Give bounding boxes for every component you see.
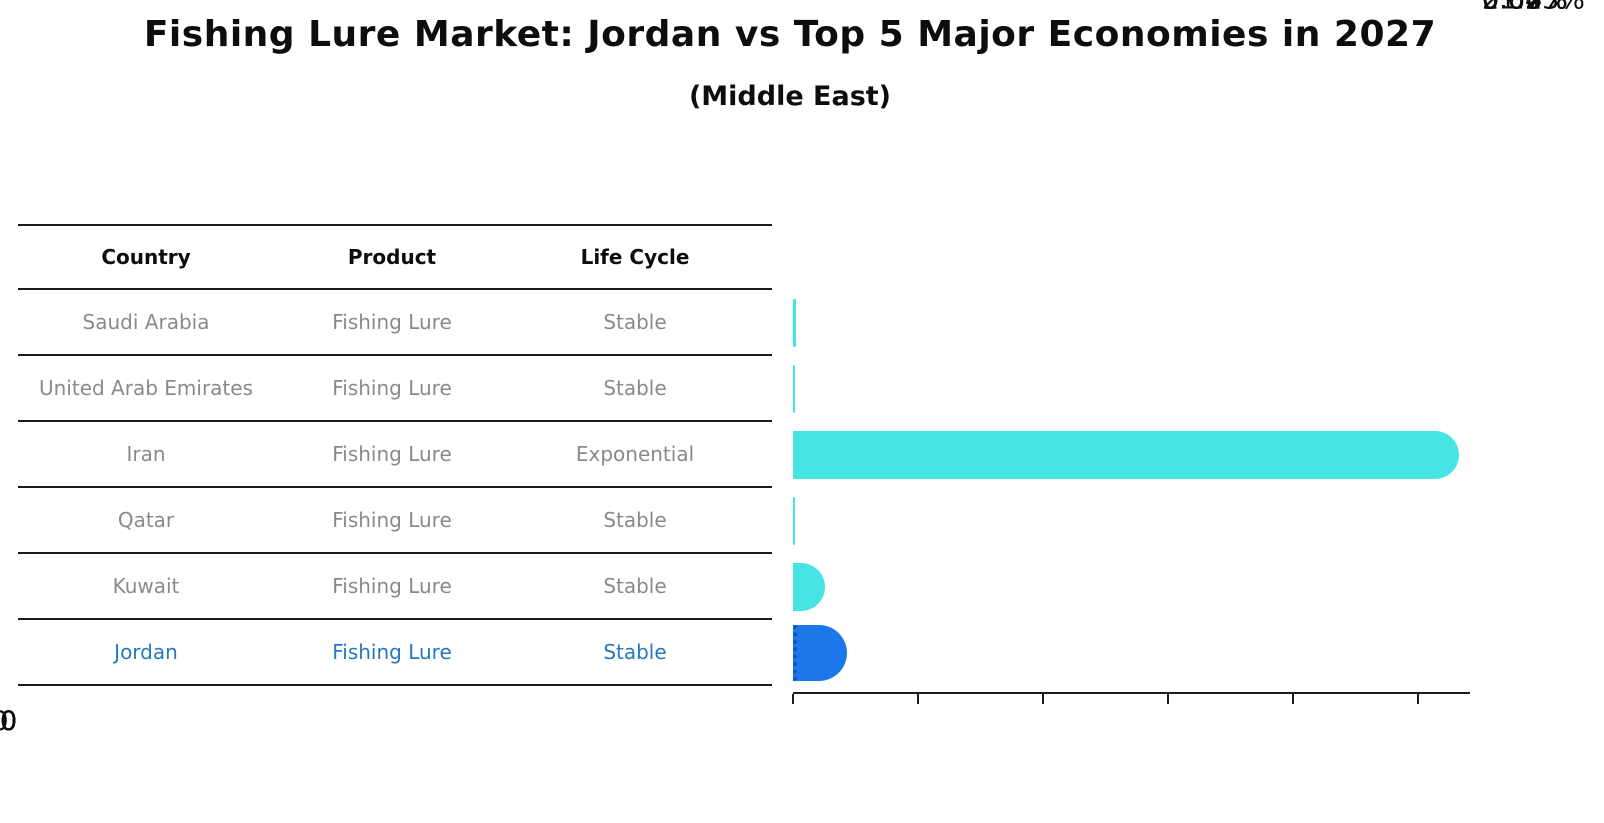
x-axis-tick	[1292, 694, 1294, 704]
table-row: Iran Fishing Lure Exponential	[18, 422, 772, 488]
table-header-row: Country Product Life Cycle	[18, 224, 772, 290]
column-header-country: Country	[101, 245, 191, 269]
table-row: United Arab Emirates Fishing Lure Stable	[18, 356, 772, 422]
value-label: 0.66%	[1482, 0, 1568, 16]
product-cell: Fishing Lure	[332, 574, 452, 598]
country-cell: Iran	[126, 442, 166, 466]
life-cycle-cell: Stable	[603, 574, 667, 598]
product-cell: Fishing Lure	[332, 640, 452, 664]
life-cycle-cell: Exponential	[575, 442, 695, 466]
column-header-life-cycle: Life Cycle	[580, 245, 690, 269]
x-axis-tick-label: 50	[0, 706, 18, 737]
x-axis-tick	[1167, 694, 1169, 704]
x-axis-tick-label: 10	[0, 706, 18, 737]
value-label: 0.04%	[1482, 0, 1568, 16]
x-axis-tick-label: 30	[0, 706, 18, 737]
life-cycle-cell: Stable	[603, 640, 667, 664]
column-header-product: Product	[347, 245, 437, 269]
x-axis-tick-label: 20	[0, 706, 18, 737]
table-row: Kuwait Fishing Lure Stable	[18, 554, 772, 620]
value-label: 2.04%	[1482, 0, 1568, 16]
chart-header: Fishing Lure Market: Jordan vs Top 5 Maj…	[0, 0, 1580, 112]
x-axis-tick	[917, 694, 919, 704]
info-table: Country Product Life Cycle Saudi Arabia …	[18, 224, 772, 686]
bar-jordan	[793, 625, 847, 681]
chart-title: Fishing Lure Market: Jordan vs Top 5 Maj…	[143, 14, 1437, 55]
x-axis-tick-label: 0	[0, 706, 40, 737]
bar-kuwait	[793, 563, 826, 611]
bar-united-arab-emirates	[793, 365, 796, 413]
value-label: 51.33%	[1482, 0, 1585, 16]
life-cycle-cell: Stable	[603, 310, 667, 334]
country-cell: Qatar	[117, 508, 175, 532]
x-axis-tick	[792, 694, 794, 704]
country-cell: Kuwait	[112, 574, 180, 598]
product-cell: Fishing Lure	[332, 442, 452, 466]
table-row-jordan: Jordan Fishing Lure Stable	[18, 620, 772, 686]
product-cell: Fishing Lure	[332, 508, 452, 532]
x-axis-tick	[1042, 694, 1044, 704]
table-row: Saudi Arabia Fishing Lure Stable	[18, 290, 772, 356]
product-cell: Fishing Lure	[332, 310, 452, 334]
product-cell: Fishing Lure	[332, 376, 452, 400]
table-row: Qatar Fishing Lure Stable	[18, 488, 772, 554]
x-axis-tick	[1417, 694, 1419, 704]
bar-iran	[793, 431, 1459, 479]
value-label: 0.02%	[1482, 0, 1568, 16]
life-cycle-cell: Stable	[603, 376, 667, 400]
chart-subtitle: (Middle East)	[688, 81, 892, 112]
life-cycle-cell: Stable	[603, 508, 667, 532]
x-axis-line	[793, 692, 1470, 694]
value-label: 0.07%	[1482, 0, 1568, 16]
x-axis-tick-label: 40	[0, 706, 18, 737]
bar-saudi-arabia	[793, 299, 796, 347]
country-cell: Jordan	[114, 640, 178, 664]
bar-qatar	[793, 497, 796, 545]
country-cell: Saudi Arabia	[82, 310, 210, 334]
country-cell: United Arab Emirates	[38, 376, 253, 400]
